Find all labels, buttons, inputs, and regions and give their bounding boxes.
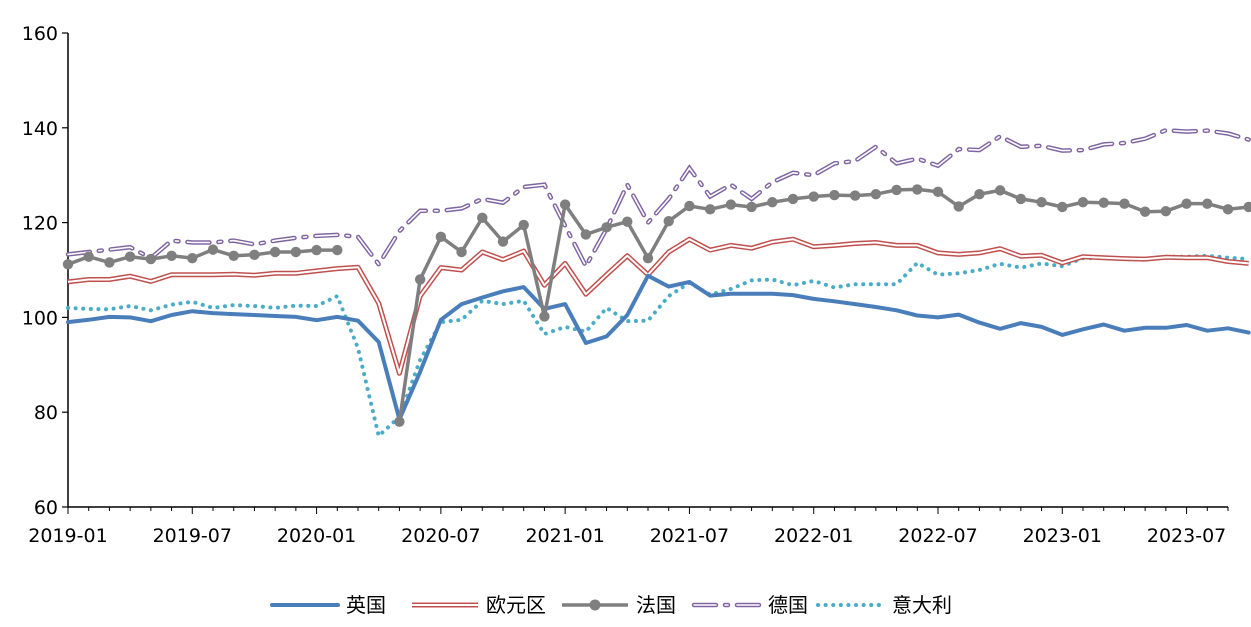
series-point-france — [932, 186, 944, 197]
chart-axes — [67, 33, 1228, 508]
series-layer — [62, 127, 1251, 440]
series-point-france — [539, 311, 550, 322]
series-point-france — [808, 191, 819, 202]
y-tick-label: 160 — [22, 23, 58, 45]
y-tick-label: 140 — [22, 118, 58, 140]
series-line-germany-inner — [67, 129, 1250, 268]
series-point-france — [62, 259, 74, 270]
series-point-france — [663, 215, 674, 227]
series-point-france — [622, 216, 633, 227]
series-point-france — [1077, 197, 1089, 208]
series-point-france — [414, 274, 426, 285]
series-line-germany-outer — [65, 127, 1251, 271]
series-point-france — [1119, 198, 1130, 209]
series-point-france — [974, 188, 985, 200]
series-point-france — [891, 184, 902, 196]
series-point-france — [1098, 197, 1109, 208]
y-tick-label: 60 — [34, 497, 58, 519]
series-point-france — [394, 416, 405, 427]
series-point-france — [477, 212, 488, 224]
x-tick-label: 2020-07 — [401, 525, 480, 547]
series-point-france — [1036, 197, 1047, 208]
x-tick-label: 2021-01 — [525, 525, 604, 547]
series-point-france — [1243, 201, 1251, 213]
series-point-france — [83, 251, 94, 262]
series-point-france — [104, 257, 115, 268]
legend-label: 欧元区 — [486, 593, 546, 617]
series-point-france — [1202, 198, 1213, 209]
series-point-france — [601, 222, 612, 233]
legend-item: 欧元区 — [412, 593, 546, 617]
x-tick-label: 2023-01 — [1023, 525, 1102, 547]
legend-swatch-france-marker — [589, 599, 601, 611]
series-point-france — [497, 236, 509, 247]
series-point-france — [145, 253, 157, 265]
legend-item: 英国 — [270, 593, 386, 617]
series-group — [62, 184, 1251, 427]
legend-item: 德国 — [691, 593, 808, 617]
x-tick-label: 2020-01 — [277, 525, 356, 547]
series-point-france — [332, 244, 343, 256]
series-line-eurozone-inner — [67, 238, 1249, 375]
legend-label: 意大利 — [892, 593, 952, 617]
legend-item: 意大利 — [816, 593, 952, 617]
x-tick-label: 2019-07 — [153, 525, 232, 547]
series-point-france — [1057, 201, 1068, 213]
legend-item: 法国 — [562, 593, 676, 617]
series-point-france — [642, 252, 654, 264]
series-point-france — [269, 246, 281, 258]
x-axis-ticks: 2019-01 2019-07 2020-01 2020-07 2021-01 2021-… — [28, 507, 1229, 547]
series-point-france — [767, 197, 778, 208]
series-group — [65, 127, 1251, 271]
legend-label: 法国 — [636, 593, 676, 617]
series-group — [67, 236, 1249, 376]
series-point-france — [684, 200, 695, 212]
x-tick-label: 2023-07 — [1147, 525, 1226, 547]
series-point-france — [912, 184, 923, 195]
series-point-france — [1160, 206, 1172, 217]
series-point-france — [124, 251, 136, 262]
series-point-france — [1139, 206, 1151, 217]
series-point-france — [249, 249, 260, 261]
series-point-france — [746, 201, 757, 213]
series-point-france — [1015, 193, 1027, 205]
series-point-france — [435, 231, 447, 243]
series-point-france — [187, 252, 198, 264]
series-point-france — [953, 201, 964, 212]
series-point-france — [518, 219, 529, 231]
y-tick-label: 80 — [34, 402, 58, 424]
series-point-france — [870, 188, 882, 200]
y-tick-label: 120 — [22, 213, 58, 235]
series-point-france — [580, 229, 592, 240]
x-tick-label: 2019-01 — [28, 525, 107, 547]
series-line-italy — [66, 253, 1251, 440]
series-point-france — [166, 250, 177, 261]
series-point-france — [704, 204, 716, 215]
series-line-uk — [66, 273, 1251, 422]
series-point-france — [456, 246, 467, 258]
series-point-france — [207, 244, 219, 255]
series-point-france — [829, 189, 840, 201]
y-tick-label: 100 — [22, 307, 58, 329]
series-point-france — [1181, 198, 1192, 209]
x-tick-label: 2022-01 — [774, 525, 853, 547]
legend-label: 德国 — [768, 593, 808, 617]
series-point-france — [725, 199, 737, 210]
series-point-france — [311, 244, 322, 256]
y-axis-ticks: 60 80 100 120 140 160 — [22, 23, 68, 519]
x-tick-label: 2022-07 — [898, 525, 977, 547]
legend-label: 英国 — [346, 593, 386, 617]
series-group — [66, 273, 1251, 422]
legend: 英国 欧元区 法国 德国 意大利 — [270, 593, 952, 617]
series-point-france — [1222, 204, 1234, 215]
series-point-france — [290, 246, 302, 258]
series-point-france — [787, 193, 799, 205]
x-tick-label: 2021-07 — [650, 525, 729, 547]
series-point-france — [228, 250, 239, 261]
series-point-france — [994, 185, 1006, 196]
series-point-france — [849, 190, 861, 201]
series-point-france — [559, 199, 571, 210]
series-group — [66, 253, 1251, 440]
